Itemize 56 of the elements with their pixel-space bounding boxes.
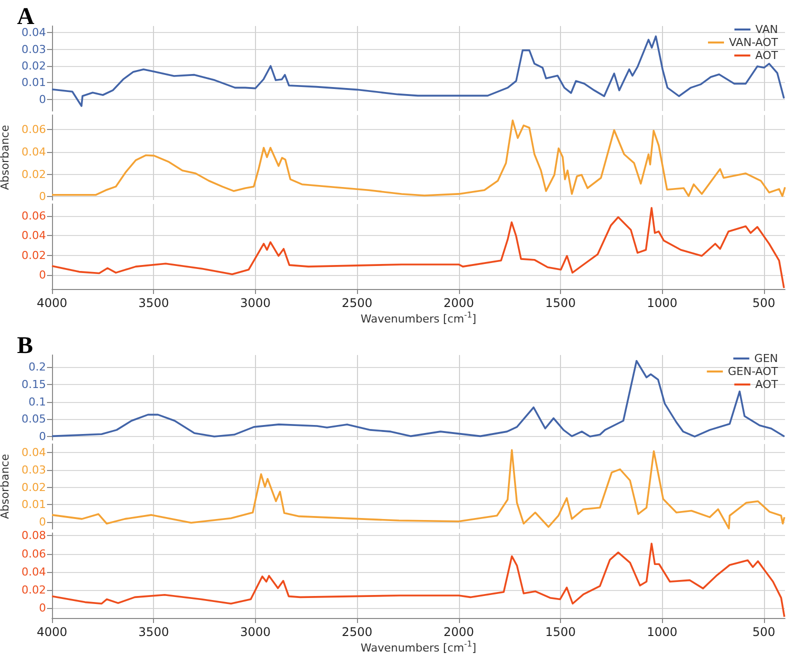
- legend-label: VAN-AOT: [728, 36, 778, 49]
- y-tick-label: 0: [39, 268, 46, 282]
- line-series: [51, 119, 786, 197]
- y-tick-label: 0: [39, 516, 46, 529]
- y-axis-title: Absorbance: [0, 454, 12, 520]
- y-tick-label: 0.02: [22, 248, 46, 262]
- x-tick-label: 2000: [443, 625, 474, 639]
- legend-label: GEN: [754, 352, 778, 365]
- x-tick-label: 2500: [342, 625, 372, 639]
- y-tick-label: 0: [39, 602, 46, 615]
- x-tick-label: 3500: [138, 625, 169, 639]
- legend-label: AOT: [755, 49, 778, 62]
- x-tick-label: 3000: [240, 625, 271, 639]
- y-tick-label: 0.03: [22, 464, 46, 477]
- chart-title: B: [17, 333, 34, 359]
- y-tick-label: 0.04: [22, 26, 46, 40]
- legend-label: VAN: [755, 23, 778, 36]
- x-tick-label: 2000: [443, 296, 474, 310]
- y-tick-label: 0.15: [22, 378, 46, 391]
- y-tick-label: 0.06: [22, 209, 46, 222]
- y-tick-label: 0.02: [22, 60, 46, 72]
- y-tick-label: 0.02: [22, 168, 46, 181]
- y-tick-label: 0.05: [22, 412, 46, 426]
- y-tick-label: 0.04: [22, 446, 46, 460]
- line-series: [51, 449, 786, 530]
- x-tick-label: 4000: [36, 296, 68, 310]
- x-tick-label: 500: [752, 296, 776, 310]
- x-tick-label: 3500: [138, 296, 169, 310]
- y-tick-label: 0.06: [22, 547, 46, 560]
- y-tick-label: 0.06: [22, 123, 46, 136]
- legend-label: AOT: [755, 378, 778, 391]
- y-tick-label: 0.02: [22, 480, 46, 494]
- y-tick-label: 0.02: [22, 583, 46, 596]
- y-tick-label: 0.01: [22, 76, 46, 90]
- y-tick-label: 0: [39, 190, 46, 204]
- y-tick-label: 0.2: [28, 360, 46, 374]
- y-tick-label: 0.08: [22, 529, 46, 542]
- x-tick-label: 1500: [545, 625, 576, 639]
- y-tick-label: 0.04: [22, 229, 46, 242]
- x-tick-label: 1000: [646, 625, 678, 639]
- y-tick-label: 0: [39, 430, 46, 444]
- y-axis-title: Absorbance: [0, 124, 12, 190]
- x-tick-label: 3000: [240, 296, 271, 310]
- x-tick-label: 1000: [646, 296, 678, 310]
- y-tick-label: 0.01: [22, 498, 46, 512]
- x-tick-label: 500: [752, 625, 776, 639]
- legend-label: GEN-AOT: [728, 365, 778, 378]
- y-tick-label: 0.04: [22, 565, 46, 578]
- y-tick-label: 0: [39, 92, 46, 106]
- y-tick-label: 0.1: [28, 395, 46, 408]
- x-tick-label: 2500: [342, 296, 372, 310]
- x-tick-label: 1500: [545, 296, 576, 310]
- y-tick-label: 0.03: [22, 42, 46, 56]
- x-tick-label: 4000: [36, 625, 68, 639]
- y-tick-label: 0.04: [22, 145, 46, 158]
- line-series: [51, 35, 785, 107]
